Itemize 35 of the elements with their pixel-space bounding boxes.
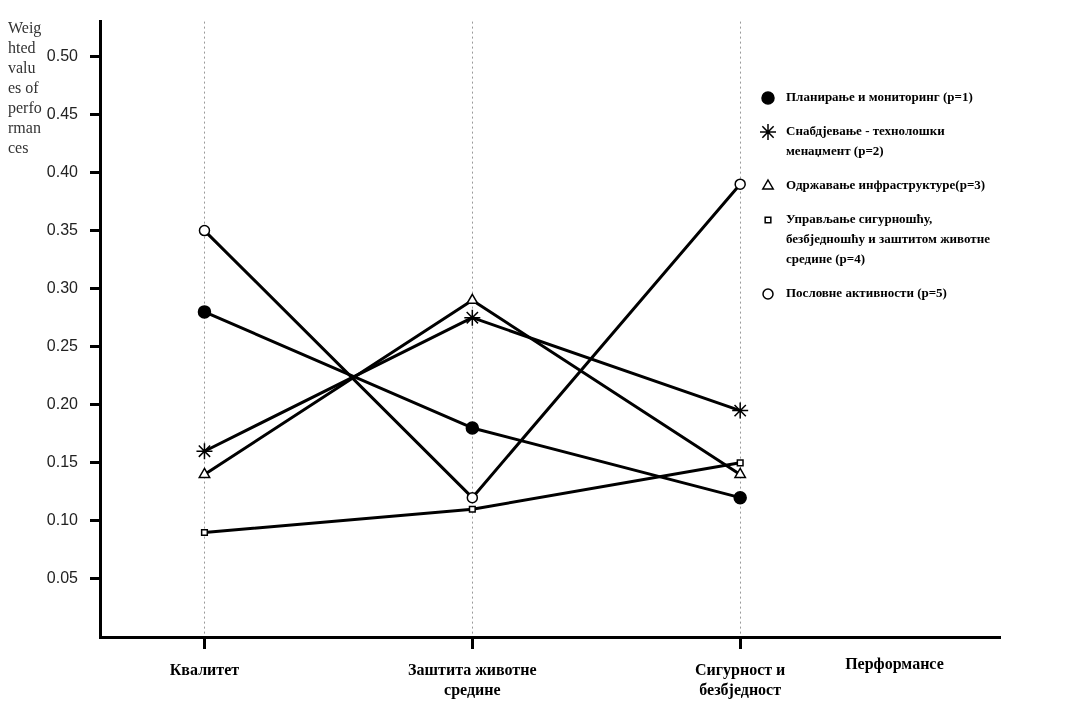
point [198, 467, 211, 479]
y-tick-label: 0.50 [46, 46, 79, 64]
point [465, 421, 480, 435]
legend-label: Снабдјевање - технолошки менаџмент (p=2) [786, 123, 946, 159]
point [731, 401, 749, 420]
legend-label: Пословне активности (p=5) [786, 285, 947, 301]
y-tick-label: 0.45 [46, 104, 79, 122]
y-tick-label: 0.10 [46, 511, 79, 529]
point [736, 459, 744, 467]
y-tick-label: 0.25 [46, 337, 79, 355]
point [734, 178, 746, 190]
y-tick-label: 0.05 [46, 569, 79, 587]
y-axis-title: Weighted values of performances [8, 18, 42, 158]
y-tick-label: 0.15 [46, 453, 79, 471]
x-tick-label: Сигурност и безбједност [695, 661, 786, 700]
point [463, 308, 482, 327]
y-tick-label: 0.35 [46, 221, 79, 239]
point [197, 305, 212, 319]
point [466, 293, 479, 305]
x-axis-title: Перформансе [845, 655, 944, 674]
point [195, 442, 214, 460]
y-tick-label: 0.20 [46, 395, 79, 413]
x-tick-label: Квалитет [169, 661, 240, 679]
point [198, 224, 211, 237]
y-tick-label: 0.30 [46, 279, 79, 297]
point [733, 490, 747, 505]
x-tick-label: Заштита животне средине [408, 661, 537, 700]
point [200, 528, 209, 537]
point [466, 491, 479, 504]
point [734, 467, 747, 479]
point [468, 505, 476, 513]
legend-label: Планирање и мониторинг (p=1) [786, 89, 973, 105]
y-tick-label: 0.40 [46, 162, 79, 180]
legend-label: Управљање сигурношћу, безбједношћу и заштитом животне средине (p=4) [786, 211, 991, 267]
legend-label: Одржавање инфраструктуре(p=3) [786, 177, 986, 193]
